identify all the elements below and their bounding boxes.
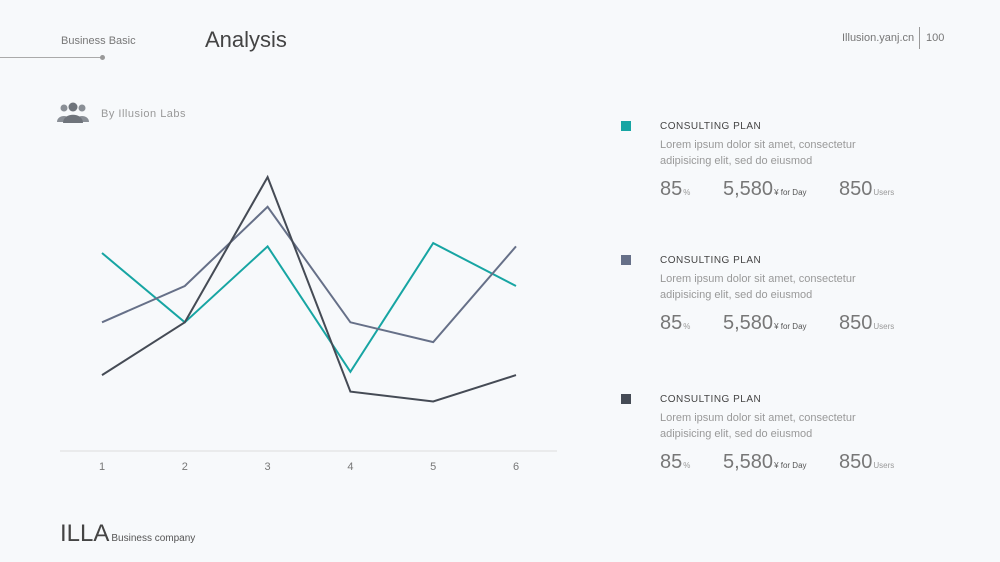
line-chart: 1 2 3 4 5 6 xyxy=(60,174,557,473)
stat-value: 85 xyxy=(660,451,683,473)
footer: ILLA Business company xyxy=(60,520,195,548)
plan-card: CONSULTING PLAN Lorem ipsum dolor sit am… xyxy=(600,121,980,221)
stat-daily: 5,580¥ for Day xyxy=(723,451,807,474)
header-dot xyxy=(100,55,105,60)
users-icon xyxy=(57,102,89,123)
section-label: Business Basic xyxy=(61,35,136,47)
stat-unit: ¥ for Day xyxy=(774,322,807,331)
x-tick-label: 1 xyxy=(99,461,105,473)
header-underline xyxy=(0,57,103,58)
stat-value: 850 xyxy=(839,312,873,334)
plan-description: Lorem ipsum dolor sit amet, consectetur … xyxy=(660,412,856,440)
plan-title: CONSULTING PLAN xyxy=(660,255,762,266)
brand-tagline: Business company xyxy=(111,533,196,544)
stat-value: 5,580 xyxy=(723,451,774,473)
header-separator xyxy=(919,27,920,49)
page-number: 100 xyxy=(926,32,945,44)
stat-users: 850Users xyxy=(839,312,894,335)
x-tick-label: 6 xyxy=(513,461,519,473)
stat-daily: 5,580¥ for Day xyxy=(723,312,807,335)
series-line-1 xyxy=(101,241,517,374)
plan-color-swatch xyxy=(621,255,631,265)
x-tick-label: 5 xyxy=(430,461,436,473)
stat-value: 85 xyxy=(660,178,683,200)
stat-value: 5,580 xyxy=(723,312,774,334)
series-line-3 xyxy=(101,174,517,403)
plan-card: CONSULTING PLAN Lorem ipsum dolor sit am… xyxy=(600,394,980,494)
stat-users: 850Users xyxy=(839,451,894,474)
stat-unit: % xyxy=(683,322,691,331)
stat-unit: Users xyxy=(873,461,895,470)
stat-unit: ¥ for Day xyxy=(774,461,807,470)
plan-description: Lorem ipsum dolor sit amet, consectetur … xyxy=(660,139,856,167)
plan-description: Lorem ipsum dolor sit amet, consectetur … xyxy=(660,273,856,301)
plan-title: CONSULTING PLAN xyxy=(660,394,762,405)
stat-value: 850 xyxy=(839,178,873,200)
stat-users: 850Users xyxy=(839,178,894,201)
stat-value: 850 xyxy=(839,451,873,473)
x-tick-label: 3 xyxy=(265,461,271,473)
stat-daily: 5,580¥ for Day xyxy=(723,178,807,201)
stat-value: 5,580 xyxy=(723,178,774,200)
plan-title: CONSULTING PLAN xyxy=(660,121,762,132)
stat-value: 85 xyxy=(660,312,683,334)
x-tick-label: 4 xyxy=(347,461,353,473)
plan-color-swatch xyxy=(621,394,631,404)
stat-unit: ¥ for Day xyxy=(774,188,807,197)
brand-name: ILLA xyxy=(60,520,110,547)
site-link[interactable]: Illusion.yanj.cn xyxy=(842,32,915,44)
x-tick-label: 2 xyxy=(182,461,188,473)
plan-color-swatch xyxy=(621,121,631,131)
stat-unit: % xyxy=(683,188,691,197)
stat-unit: Users xyxy=(873,322,895,331)
page-title: Analysis xyxy=(205,27,287,52)
plan-card: CONSULTING PLAN Lorem ipsum dolor sit am… xyxy=(600,255,980,355)
stat-percent: 85% xyxy=(660,451,690,474)
stat-unit: Users xyxy=(873,188,895,197)
byline-label: By Illusion Labs xyxy=(101,108,187,120)
stat-percent: 85% xyxy=(660,312,690,335)
series-line-2 xyxy=(101,205,517,344)
stat-unit: % xyxy=(683,461,691,470)
stat-percent: 85% xyxy=(660,178,690,201)
